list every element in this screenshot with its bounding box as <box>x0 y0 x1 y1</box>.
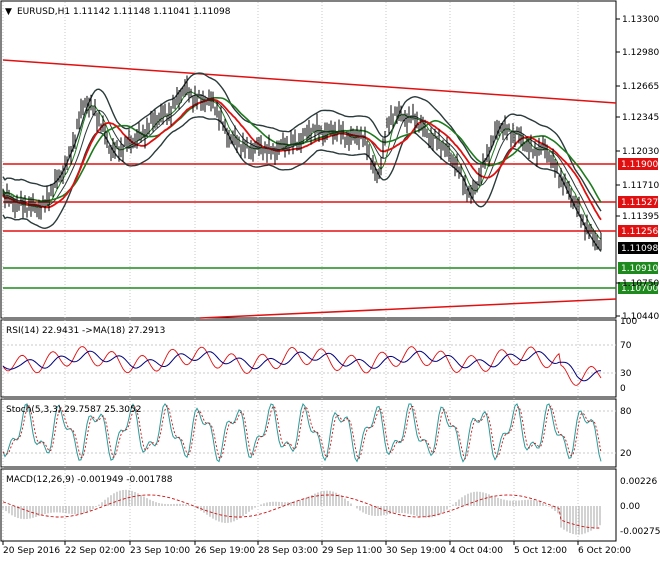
price-tag-label: 1.11527 <box>621 198 658 208</box>
price-axis-label: 1.11710 <box>622 181 659 191</box>
price-axis-label: 1.13300 <box>622 15 659 25</box>
time-label: 4 Oct 04:00 <box>450 546 503 556</box>
price-tag-label: 1.10700 <box>621 284 658 294</box>
price-tag <box>618 282 658 294</box>
price-axis-label: 1.12030 <box>622 147 659 157</box>
rsi-axis-label: 30 <box>620 369 632 379</box>
trendline-upper <box>2 59 617 104</box>
time-label: 23 Sep 10:00 <box>130 546 190 556</box>
time-label: 26 Sep 19:00 <box>195 546 255 556</box>
rsi-axis-label: 100 <box>620 317 637 327</box>
price-tag <box>618 262 658 274</box>
rsi-line <box>2 346 602 386</box>
stoch-panel-title: Stoch(5,3,3) 29.7587 25.3052 <box>6 405 141 415</box>
time-label: 22 Sep 02:00 <box>65 546 125 556</box>
price-axis-label: 1.12345 <box>622 113 659 123</box>
price-axis-label: 1.10440 <box>622 312 659 322</box>
price-axis-label: 1.11395 <box>622 212 659 222</box>
price-axis-label: 1.12665 <box>622 82 659 92</box>
time-label: 29 Sep 11:00 <box>322 546 382 556</box>
time-label: 30 Sep 19:00 <box>386 546 446 556</box>
price-tag-label: 1.10910 <box>621 264 658 274</box>
rsi-ma-line <box>2 350 602 382</box>
trendline-lower <box>199 298 617 319</box>
time-label: 5 Oct 12:00 <box>514 546 567 556</box>
time-label: 28 Sep 03:00 <box>258 546 318 556</box>
macd-axis-label: 0.00226 <box>620 477 657 487</box>
main-panel-title: EURUSD,H1 1.11142 1.11148 1.11041 1.1109… <box>17 7 231 17</box>
price-tag-label: 1.11098 <box>621 244 658 254</box>
price-axis-label: 1.12980 <box>622 48 659 58</box>
price-tag <box>618 242 658 254</box>
rsi-panel-title: RSI(14) 22.9431 ->MA(18) 27.2913 <box>6 326 165 336</box>
ma-green-line <box>2 97 602 203</box>
symbol-dropdown-icon[interactable]: ▼ <box>5 7 12 17</box>
macd-panel-title: MACD(12,26,9) -0.001949 -0.001788 <box>6 475 173 485</box>
price-tag <box>618 196 658 208</box>
price-tag-label: 1.11256 <box>621 227 658 237</box>
rsi-axis-label: 0 <box>620 384 626 394</box>
time-label: 20 Sep 2016 <box>3 546 60 556</box>
macd-axis-label: 0.00 <box>620 502 640 512</box>
stoch-signal-line <box>2 404 602 460</box>
price-tag-label: 1.11900 <box>621 160 658 170</box>
time-label: 6 Oct 20:00 <box>578 546 631 556</box>
price-tag <box>618 158 658 170</box>
macd-axis-label: -0.00275 <box>620 527 660 537</box>
stoch-axis-label: 20 <box>620 449 632 459</box>
macd-signal-line <box>2 494 602 529</box>
rsi-axis-label: 70 <box>620 341 632 351</box>
price-tag <box>618 225 658 237</box>
stoch-axis-label: 80 <box>620 407 632 417</box>
price-axis-label: 1.10750 <box>622 279 659 289</box>
